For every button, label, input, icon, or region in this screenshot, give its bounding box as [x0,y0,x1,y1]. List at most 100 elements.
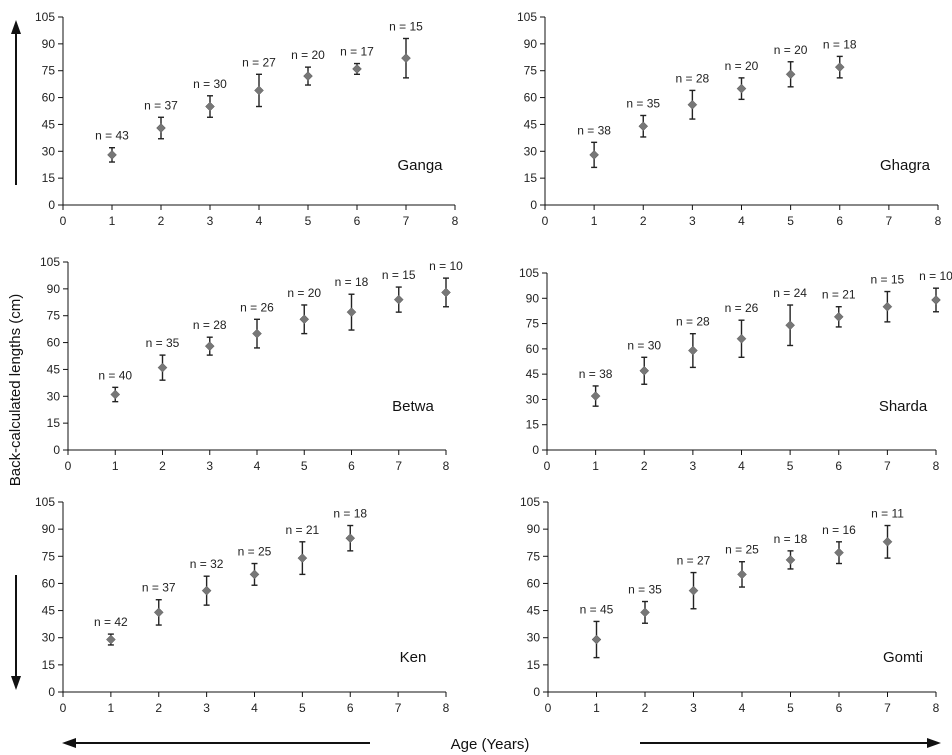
data-point [688,585,699,596]
y-tick-label: 30 [527,631,541,645]
x-tick-label: 0 [65,459,72,473]
y-tick-label: 90 [527,522,541,536]
y-tick-label: 90 [526,291,540,305]
y-tick-label: 75 [42,549,56,563]
data-point [401,53,411,64]
x-tick-label: 0 [545,701,552,715]
sample-size-label: n = 37 [144,98,178,112]
y-tick-label: 45 [42,117,56,131]
sample-size-label: n = 25 [725,543,759,557]
x-tick-label: 1 [112,459,119,473]
sample-size-label: n = 25 [238,545,272,559]
sample-size-label: n = 26 [725,301,759,315]
y-tick-label: 105 [35,10,55,24]
data-point [254,85,264,96]
data-point [156,123,166,133]
x-tick-label: 4 [738,459,745,473]
data-point [297,553,308,563]
data-point [785,320,795,331]
sample-size-label: n = 35 [146,336,180,350]
sample-size-label: n = 42 [94,615,128,629]
y-tick-label: 90 [524,37,538,51]
y-tick-label: 0 [533,685,540,699]
x-right-arrow [640,738,941,748]
x-tick-label: 6 [836,701,843,715]
x-tick-label: 7 [886,214,893,228]
x-tick-label: 7 [884,459,891,473]
data-point [639,365,650,376]
y-up-arrow [11,20,21,185]
sample-size-label: n = 27 [677,554,711,568]
x-axis-title: Age (Years) [451,736,530,753]
y-tick-label: 0 [48,685,55,699]
x-tick-label: 2 [641,459,648,473]
x-tick-label: 8 [443,701,450,715]
data-point [737,569,747,580]
sample-size-label: n = 11 [871,507,904,521]
data-point [688,345,698,356]
data-point [249,569,260,580]
sample-size-label: n = 10 [919,269,952,283]
y-tick-label: 90 [42,37,56,51]
y-tick-label: 105 [35,495,55,509]
y-tick-label: 15 [42,171,56,185]
panel-title-betwa: Betwa [392,398,434,415]
x-tick-label: 0 [542,214,549,228]
x-tick-label: 7 [403,214,410,228]
y-tick-label: 60 [527,576,541,590]
panel-title-ganga: Ganga [397,157,443,174]
sample-size-label: n = 28 [676,71,710,85]
x-tick-label: 1 [109,214,116,228]
sample-size-label: n = 21 [822,288,856,302]
data-point [785,555,796,565]
x-tick-label: 6 [347,701,354,715]
data-point [153,607,164,618]
panel-title-ghagra: Ghagra [880,157,931,174]
y-tick-label: 30 [47,389,61,403]
x-tick-label: 8 [933,459,940,473]
x-tick-label: 5 [301,459,308,473]
data-point [640,607,650,618]
y-tick-label: 0 [530,198,537,212]
sample-size-label: n = 37 [142,581,176,595]
data-point [204,341,215,352]
data-point [931,295,941,305]
y-axis-title: Back-calculated lengths (cm) [7,294,24,487]
data-point [834,547,844,558]
x-tick-label: 6 [836,214,843,228]
sample-size-label: n = 38 [579,367,613,381]
x-tick-label: 6 [835,459,842,473]
sample-size-label: n = 35 [628,583,662,597]
y-tick-label: 45 [42,604,56,618]
sample-size-label: n = 18 [823,37,857,51]
y-tick-label: 15 [524,171,538,185]
y-tick-label: 30 [42,631,56,645]
data-point [393,294,404,305]
x-tick-label: 7 [395,701,402,715]
x-tick-label: 2 [159,459,166,473]
y-tick-label: 60 [524,91,538,105]
y-tick-label: 0 [48,198,55,212]
x-tick-label: 1 [591,214,598,228]
data-point [736,333,747,344]
sample-size-label: n = 28 [193,318,227,332]
sample-size-label: n = 20 [725,59,759,73]
data-point [205,101,215,112]
x-tick-label: 2 [158,214,165,228]
data-point [589,150,599,160]
y-tick-label: 105 [40,255,60,269]
x-tick-label: 3 [690,459,697,473]
sample-size-label: n = 15 [871,273,905,287]
panel-title-ken: Ken [400,649,427,666]
y-tick-label: 105 [520,495,540,509]
x-tick-label: 7 [395,459,402,473]
sample-size-label: n = 20 [291,48,325,62]
y-tick-label: 0 [53,443,60,457]
y-tick-label: 60 [42,91,56,105]
data-point [346,307,357,317]
